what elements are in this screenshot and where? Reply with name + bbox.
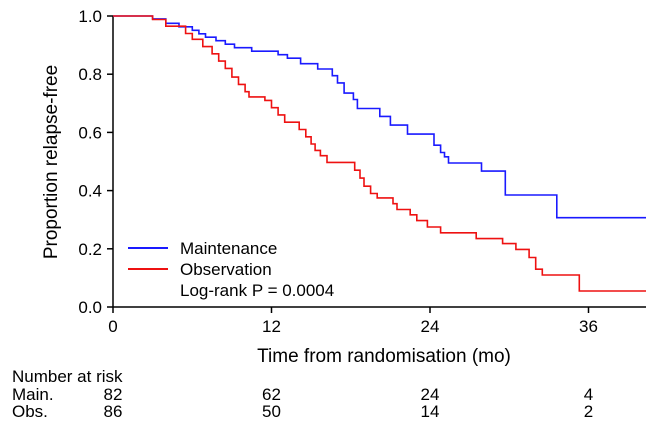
risk-row-label: Main. bbox=[12, 385, 54, 404]
legend: Maintenance Observation Log-rank P = 0.000… bbox=[128, 239, 334, 300]
x-tick-label: 12 bbox=[262, 317, 281, 336]
series-line-observation bbox=[113, 15, 646, 292]
risk-count: 86 bbox=[104, 402, 123, 421]
risk-table-title: Number at risk bbox=[12, 367, 123, 386]
y-tick-label: 0.0 bbox=[78, 298, 102, 317]
logrank-annotation: Log-rank P = 0.0004 bbox=[180, 281, 334, 300]
risk-count: 82 bbox=[104, 385, 123, 404]
y-tick-label: 0.4 bbox=[78, 182, 102, 201]
x-tick-label: 24 bbox=[421, 317, 440, 336]
y-axis-label: Proportion relapse-free bbox=[41, 65, 62, 259]
x-tick-label: 0 bbox=[108, 317, 117, 336]
y-tick-label: 0.2 bbox=[78, 240, 102, 259]
risk-count: 24 bbox=[421, 385, 440, 404]
series-line-maintenance bbox=[113, 15, 646, 219]
risk-count: 2 bbox=[584, 402, 593, 421]
legend-label: Observation bbox=[180, 260, 272, 279]
risk-count: 14 bbox=[421, 402, 440, 421]
x-axis-label: Time from randomisation (mo) bbox=[257, 346, 511, 367]
y-tick-label: 0.6 bbox=[78, 123, 102, 142]
x-tick-label: 36 bbox=[579, 317, 598, 336]
risk-count: 62 bbox=[262, 385, 281, 404]
axes: 0.0 0.2 0.4 0.6 0.8 1.0 0 12 24 36 Time from rando… bbox=[41, 7, 646, 367]
risk-count: 50 bbox=[262, 402, 281, 421]
y-tick-label: 0.8 bbox=[78, 65, 102, 84]
risk-count: 4 bbox=[584, 385, 593, 404]
legend-label: Maintenance bbox=[180, 239, 277, 258]
risk-row-label: Obs. bbox=[12, 402, 48, 421]
survival-curves bbox=[113, 15, 646, 292]
y-tick-label: 1.0 bbox=[78, 7, 102, 26]
